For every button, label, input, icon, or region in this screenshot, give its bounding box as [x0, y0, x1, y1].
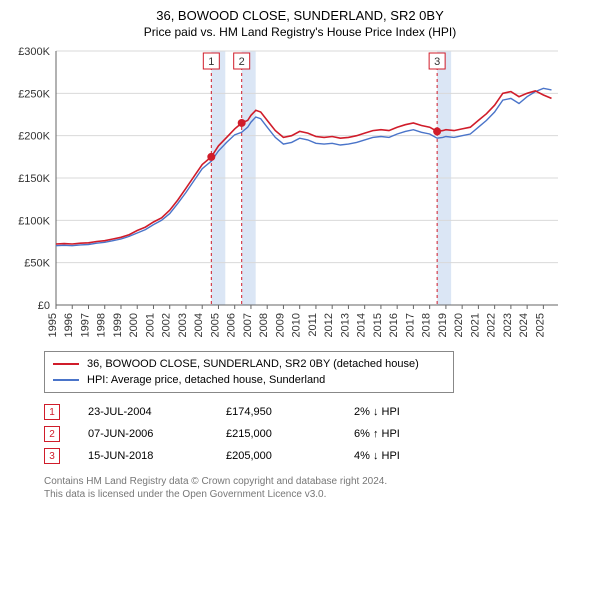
- legend-item: 36, BOWOOD CLOSE, SUNDERLAND, SR2 0BY (d…: [53, 356, 445, 372]
- svg-text:2: 2: [239, 56, 245, 68]
- svg-text:2015: 2015: [372, 313, 384, 337]
- legend-swatch: [53, 379, 79, 381]
- svg-text:2018: 2018: [421, 313, 433, 337]
- marker-row: 2 07-JUN-2006 £215,000 6% ↑ HPI: [44, 423, 590, 445]
- svg-text:2021: 2021: [469, 313, 481, 337]
- svg-text:2011: 2011: [307, 313, 319, 337]
- svg-text:2010: 2010: [291, 313, 303, 337]
- svg-text:£0: £0: [38, 300, 50, 312]
- svg-text:1999: 1999: [112, 313, 124, 337]
- svg-text:3: 3: [434, 56, 440, 68]
- chart-area: £0 £50K £100K £150K £200K £250K £300K 1995 1996 1…: [10, 45, 590, 345]
- chart-title: 36, BOWOOD CLOSE, SUNDERLAND, SR2 0BY: [10, 8, 590, 23]
- svg-text:2014: 2014: [356, 313, 368, 337]
- markers-table: 1 23-JUL-2004 £174,950 2% ↓ HPI 2 07-JUN-2006…: [44, 401, 590, 467]
- svg-text:1: 1: [208, 56, 214, 68]
- svg-text:2013: 2013: [339, 313, 351, 337]
- svg-text:2002: 2002: [161, 313, 173, 337]
- svg-text:2008: 2008: [258, 313, 270, 337]
- marker-price: £215,000: [226, 428, 326, 440]
- marker-price: £205,000: [226, 450, 326, 462]
- legend-label: HPI: Average price, detached house, Sund…: [87, 374, 325, 386]
- legend: 36, BOWOOD CLOSE, SUNDERLAND, SR2 0BY (d…: [44, 351, 454, 393]
- svg-text:2024: 2024: [518, 313, 530, 337]
- marker-date: 07-JUN-2006: [88, 428, 198, 440]
- marker-row: 3 15-JUN-2018 £205,000 4% ↓ HPI: [44, 445, 590, 467]
- svg-text:2003: 2003: [177, 313, 189, 337]
- legend-swatch: [53, 363, 79, 365]
- chart-subtitle: Price paid vs. HM Land Registry's House …: [10, 25, 590, 39]
- svg-text:2023: 2023: [502, 313, 514, 337]
- svg-text:£50K: £50K: [24, 258, 50, 270]
- svg-text:2004: 2004: [193, 313, 205, 337]
- svg-text:£300K: £300K: [18, 46, 50, 58]
- svg-text:2017: 2017: [404, 313, 416, 337]
- svg-text:2020: 2020: [453, 313, 465, 337]
- svg-text:2019: 2019: [437, 313, 449, 337]
- svg-text:2007: 2007: [242, 313, 254, 337]
- marker-number-box: 3: [44, 448, 60, 464]
- svg-text:2025: 2025: [534, 313, 546, 337]
- svg-text:2022: 2022: [486, 313, 498, 337]
- chart-svg: £0 £50K £100K £150K £200K £250K £300K 1995 1996 1…: [10, 45, 570, 345]
- marker-date: 23-JUL-2004: [88, 406, 198, 418]
- svg-text:£250K: £250K: [18, 88, 50, 100]
- svg-text:2016: 2016: [388, 313, 400, 337]
- attribution-line: This data is licensed under the Open Gov…: [44, 488, 556, 501]
- marker-number-box: 2: [44, 426, 60, 442]
- svg-text:2000: 2000: [128, 313, 140, 337]
- attribution-line: Contains HM Land Registry data © Crown c…: [44, 475, 556, 488]
- marker-diff: 2% ↓ HPI: [354, 406, 434, 418]
- marker-price: £174,950: [226, 406, 326, 418]
- marker-row: 1 23-JUL-2004 £174,950 2% ↓ HPI: [44, 401, 590, 423]
- svg-text:2006: 2006: [226, 313, 238, 337]
- svg-text:2005: 2005: [209, 313, 221, 337]
- legend-label: 36, BOWOOD CLOSE, SUNDERLAND, SR2 0BY (d…: [87, 358, 419, 370]
- marker-diff: 4% ↓ HPI: [354, 450, 434, 462]
- svg-text:£200K: £200K: [18, 131, 50, 143]
- svg-text:2001: 2001: [144, 313, 156, 337]
- svg-text:1997: 1997: [79, 313, 91, 337]
- svg-text:1998: 1998: [96, 313, 108, 337]
- marker-date: 15-JUN-2018: [88, 450, 198, 462]
- svg-text:2012: 2012: [323, 313, 335, 337]
- svg-text:1996: 1996: [63, 313, 75, 337]
- svg-text:1995: 1995: [47, 313, 59, 337]
- legend-item: HPI: Average price, detached house, Sund…: [53, 372, 445, 388]
- attribution: Contains HM Land Registry data © Crown c…: [44, 475, 556, 501]
- svg-text:2009: 2009: [274, 313, 286, 337]
- svg-text:£150K: £150K: [18, 173, 50, 185]
- svg-text:£100K: £100K: [18, 215, 50, 227]
- marker-diff: 6% ↑ HPI: [354, 428, 434, 440]
- marker-number-box: 1: [44, 404, 60, 420]
